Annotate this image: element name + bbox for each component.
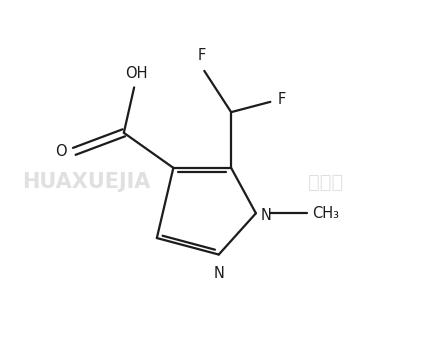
Text: O: O xyxy=(55,144,67,159)
Text: F: F xyxy=(198,49,206,63)
Text: OH: OH xyxy=(125,66,147,81)
Text: CH₃: CH₃ xyxy=(312,206,339,221)
Text: 化学加: 化学加 xyxy=(309,173,344,192)
Text: F: F xyxy=(278,92,286,107)
Text: N: N xyxy=(213,266,224,281)
Text: HUAXUEJIA: HUAXUEJIA xyxy=(22,172,151,192)
Text: N: N xyxy=(261,208,272,223)
